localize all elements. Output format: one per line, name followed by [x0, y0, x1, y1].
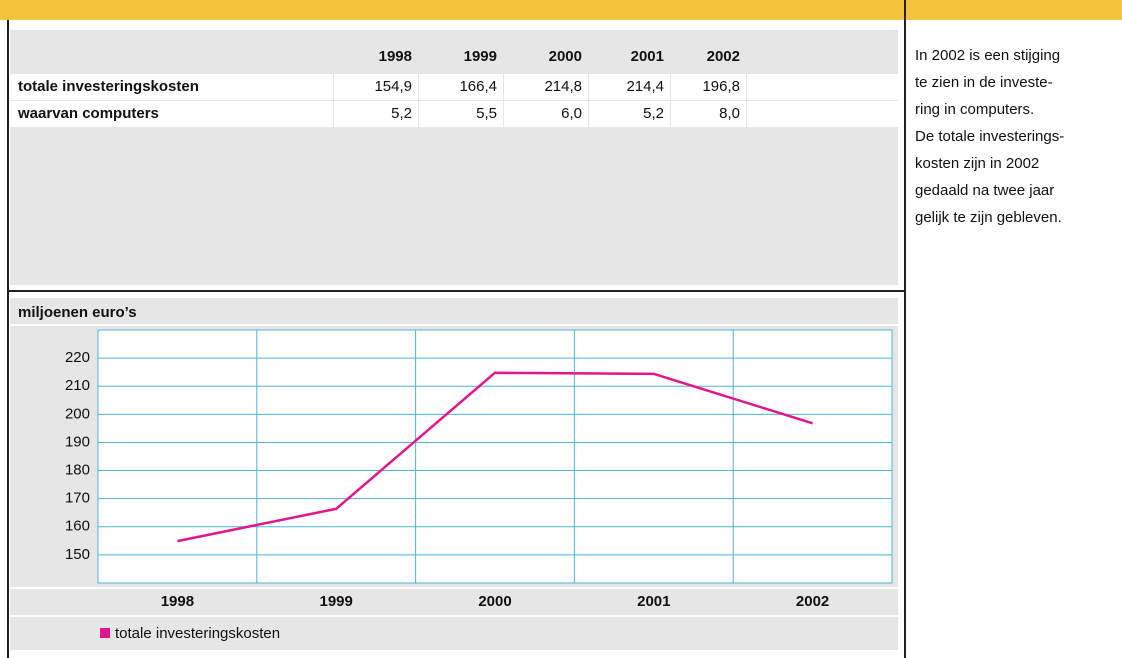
- column-header: 2002: [707, 48, 740, 65]
- cell: [334, 74, 418, 100]
- y-axis-label: miljoenen euro’s: [18, 304, 137, 321]
- x-label-row: [10, 589, 898, 615]
- cell-value: 166,4: [459, 78, 497, 95]
- y-tick-label: 220: [65, 349, 90, 366]
- cell-value: 214,8: [544, 78, 582, 95]
- row-label-cell: [10, 101, 333, 127]
- x-tick-label: 2002: [796, 593, 829, 610]
- note-line: De totale investerings-: [915, 128, 1064, 145]
- cell-value: 8,0: [719, 105, 740, 122]
- column-header: 1998: [379, 48, 412, 65]
- y-tick-label: 190: [65, 433, 90, 450]
- cell-value: 214,4: [626, 78, 664, 95]
- y-tick-label: 200: [65, 405, 90, 422]
- legend-swatch: [100, 628, 110, 638]
- cell: [504, 74, 588, 100]
- row-label: totale investeringskosten: [18, 78, 199, 95]
- note-line: gedaald na twee jaar: [915, 182, 1054, 199]
- cell-value: 5,5: [476, 105, 497, 122]
- x-tick-label: 2000: [478, 593, 511, 610]
- cell-value: 5,2: [391, 105, 412, 122]
- x-tick-label: 1999: [320, 593, 353, 610]
- y-tick-label: 170: [65, 490, 90, 507]
- cell-value: 5,2: [643, 105, 664, 122]
- plot-area: [97, 329, 893, 584]
- empty-cell: [747, 101, 898, 127]
- cell: [671, 101, 746, 127]
- y-tick-label: 210: [65, 377, 90, 394]
- note-line: In 2002 is een stijging: [915, 47, 1060, 64]
- note-line: gelijk te zijn gebleven.: [915, 209, 1062, 226]
- x-tick-label: 2001: [637, 593, 670, 610]
- x-tick-label: 1998: [161, 593, 194, 610]
- cell: [334, 101, 418, 127]
- cell-value: 154,9: [374, 78, 412, 95]
- cell: [419, 101, 503, 127]
- line: [177, 371, 813, 543]
- legend-label: totale investeringskosten: [115, 625, 280, 642]
- table-panel: [10, 30, 898, 285]
- row-label-cell: [10, 74, 333, 100]
- top-band: [0, 0, 1122, 20]
- column-header: 2000: [549, 48, 582, 65]
- plot-right-margin: [893, 330, 898, 583]
- y-tick-label: 150: [65, 546, 90, 563]
- note-line: kosten zijn in 2002: [915, 155, 1039, 172]
- cell: [504, 101, 588, 127]
- cell-value: 196,8: [702, 78, 740, 95]
- note-line: te zien in de investe-: [915, 74, 1053, 91]
- note-line: ring in computers.: [915, 101, 1034, 118]
- cell: [589, 74, 670, 100]
- cell-value: 6,0: [561, 105, 582, 122]
- cell: [419, 74, 503, 100]
- column-header: 1999: [464, 48, 497, 65]
- y-tick-label: 180: [65, 462, 90, 479]
- cell: [671, 74, 746, 100]
- empty-cell: [747, 74, 898, 100]
- column-header: 2001: [631, 48, 664, 65]
- y-tick-label: 160: [65, 518, 90, 535]
- cell: [589, 101, 670, 127]
- row-label: waarvan computers: [17, 105, 159, 122]
